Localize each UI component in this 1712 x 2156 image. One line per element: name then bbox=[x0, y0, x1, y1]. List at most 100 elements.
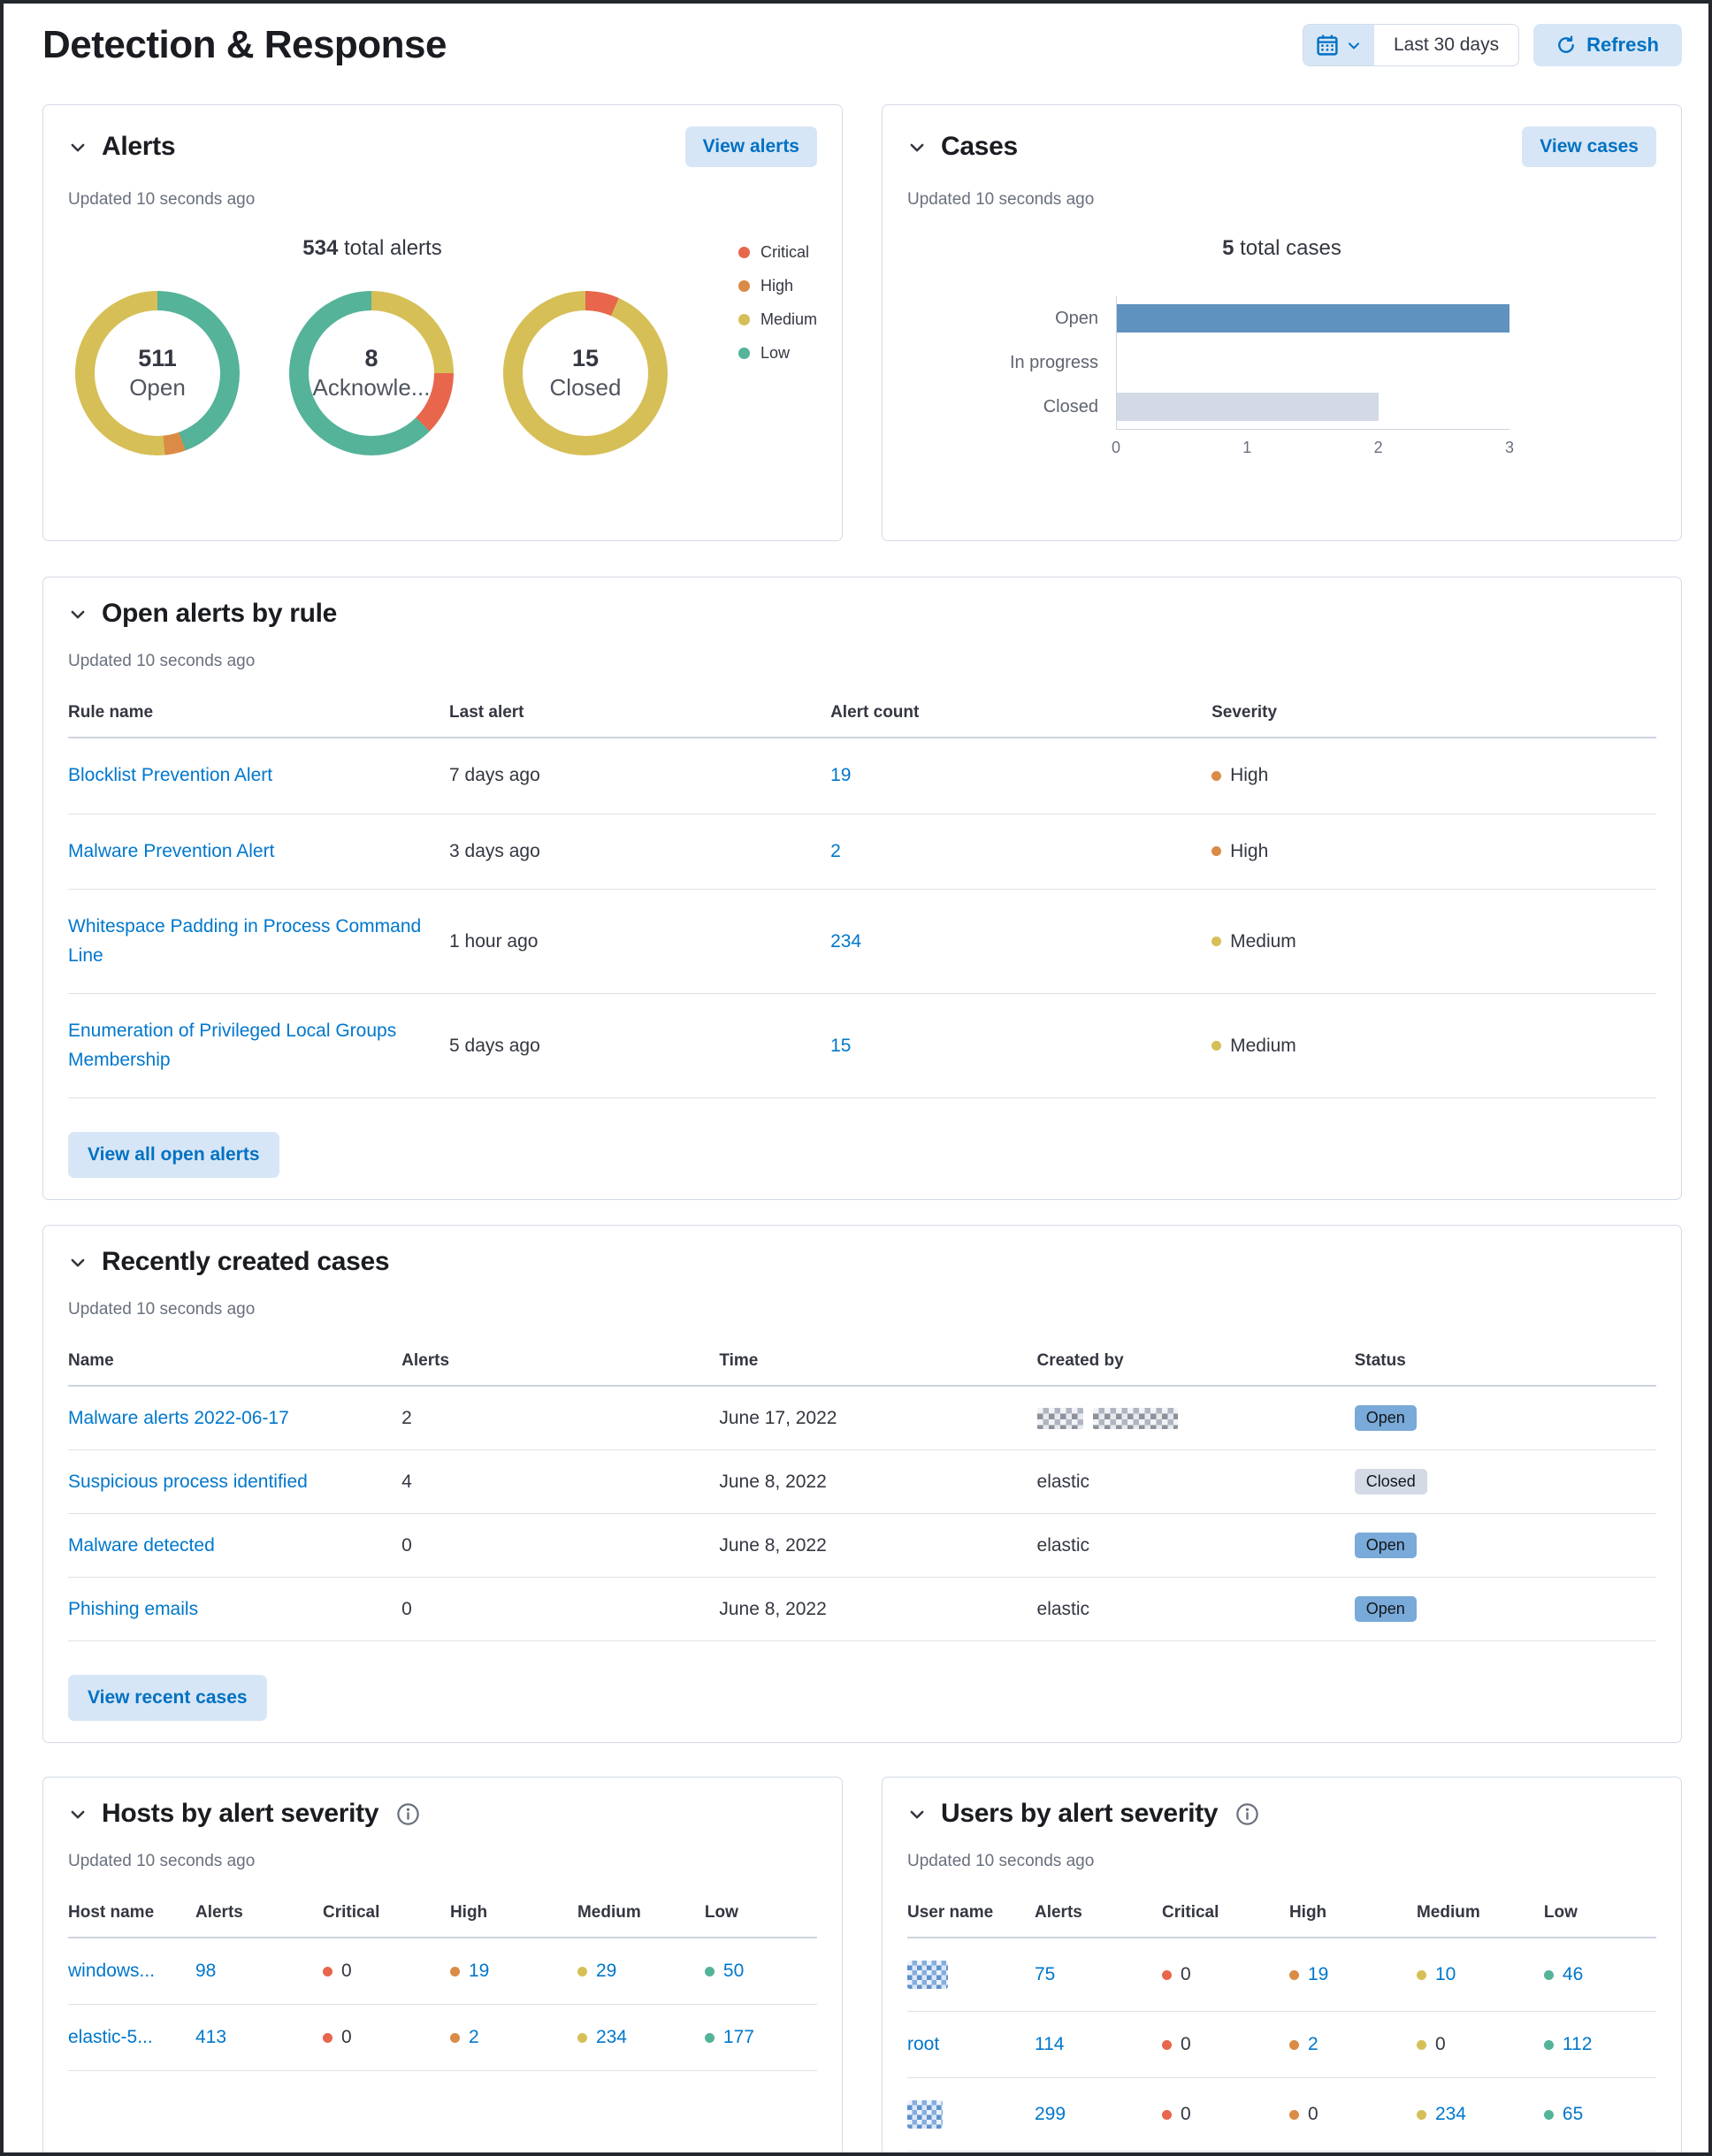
x-tick-0: 0 bbox=[1111, 439, 1121, 456]
medium-dot bbox=[738, 314, 750, 325]
redacted-user-name[interactable] bbox=[907, 2100, 943, 2129]
table-row: Malware alerts 2022-06-17 2 June 17, 202… bbox=[68, 1386, 1656, 1451]
high-dot bbox=[449, 1966, 460, 1976]
col-low: Low bbox=[1543, 1903, 1656, 1939]
legend-item-high: High bbox=[738, 277, 817, 295]
info-icon[interactable] bbox=[1235, 1802, 1259, 1826]
col-time: Time bbox=[719, 1351, 1037, 1388]
x-tick-2: 2 bbox=[1373, 439, 1383, 456]
table-row: Enumeration of Privileged Local Groups M… bbox=[68, 993, 1656, 1099]
date-range-value[interactable]: Last 30 days bbox=[1393, 34, 1500, 55]
case-link[interactable]: Malware detected bbox=[68, 1534, 215, 1556]
host-link[interactable]: windows... bbox=[68, 1961, 156, 1982]
table-row: windows... 98 0 19 29 50 bbox=[68, 1938, 817, 2006]
cases-panel: Cases View cases Updated 10 seconds ago … bbox=[882, 104, 1682, 541]
rule-link[interactable]: Enumeration of Privileged Local Groups M… bbox=[68, 1021, 397, 1070]
donut-open-count: 511 bbox=[138, 345, 177, 371]
status-badge: Open bbox=[1354, 1533, 1417, 1559]
alerts-collapse-chevron-icon[interactable] bbox=[68, 137, 88, 157]
view-recent-cases-button[interactable]: View recent cases bbox=[68, 1675, 267, 1722]
refresh-button[interactable]: Refresh bbox=[1533, 24, 1682, 66]
donut-acknowledged-alerts[interactable]: 8 Acknowle... bbox=[289, 291, 454, 455]
high-dot bbox=[1211, 846, 1222, 857]
created-by-value: elastic bbox=[1036, 1449, 1355, 1515]
x-tick-3: 3 bbox=[1504, 439, 1515, 456]
created-by-value: elastic bbox=[1036, 1513, 1355, 1579]
view-alerts-button[interactable]: View alerts bbox=[684, 126, 817, 167]
rule-link[interactable]: Blocklist Prevention Alert bbox=[68, 765, 273, 785]
case-link[interactable]: Suspicious process identified bbox=[68, 1471, 308, 1492]
high-dot bbox=[1288, 2039, 1299, 2050]
table-row: Whitespace Padding in Process Command Li… bbox=[68, 889, 1656, 995]
recently-created-cases-panel: Recently created cases Updated 10 second… bbox=[42, 1225, 1682, 1744]
medium-dot bbox=[1211, 937, 1222, 947]
critical-dot bbox=[322, 1966, 332, 1976]
donut-closed-count: 15 bbox=[571, 345, 600, 371]
rule-link[interactable]: Whitespace Padding in Process Command Li… bbox=[68, 916, 422, 966]
donut-acknowledged-label: Acknowle... bbox=[312, 374, 431, 401]
alerts-panel: Alerts View alerts Updated 10 seconds ag… bbox=[42, 104, 843, 541]
alert-count-link[interactable]: 15 bbox=[830, 1035, 852, 1056]
alert-count-link[interactable]: 19 bbox=[830, 765, 852, 786]
redacted-created-by bbox=[1036, 1408, 1083, 1429]
alert-count-link[interactable]: 2 bbox=[830, 840, 841, 861]
table-row: Malware detected 0 June 8, 2022 elastic … bbox=[68, 1513, 1656, 1579]
bar-closed[interactable] bbox=[1117, 393, 1379, 421]
recent-cases-updated-text: Updated 10 seconds ago bbox=[68, 1300, 256, 1319]
rule-link[interactable]: Malware Prevention Alert bbox=[68, 840, 275, 861]
page-title: Detection & Response bbox=[42, 23, 447, 66]
x-tick-1: 1 bbox=[1242, 439, 1252, 456]
high-dot bbox=[449, 2032, 460, 2043]
table-row: root 114 0 2 0 112 bbox=[907, 2011, 1656, 2079]
user-link[interactable]: root bbox=[907, 2034, 940, 2055]
view-all-open-alerts-button[interactable]: View all open alerts bbox=[68, 1132, 279, 1179]
view-cases-button[interactable]: View cases bbox=[1522, 126, 1656, 167]
alert-count-link[interactable]: 234 bbox=[830, 930, 862, 952]
col-alert-count: Alert count bbox=[830, 703, 1212, 738]
medium-dot bbox=[1416, 2109, 1426, 2120]
host-link[interactable]: elastic-5... bbox=[68, 2027, 153, 2048]
recent-cases-collapse-chevron-icon[interactable] bbox=[68, 1252, 88, 1272]
recent-cases-table: Name Alerts Time Created by Status Malwa… bbox=[68, 1351, 1656, 1642]
col-name: Name bbox=[68, 1351, 402, 1388]
open-alerts-by-rule-panel: Open alerts by rule Updated 10 seconds a… bbox=[42, 577, 1682, 1201]
cases-updated-text: Updated 10 seconds ago bbox=[907, 190, 1095, 209]
donut-closed-alerts[interactable]: 15 Closed bbox=[503, 291, 668, 455]
legend-item-medium: Medium bbox=[738, 310, 817, 329]
redacted-user-name[interactable] bbox=[907, 1961, 948, 1990]
low-dot bbox=[1543, 1969, 1554, 1980]
cases-panel-title: Cases bbox=[941, 132, 1018, 161]
table-row: Phishing emails 0 June 8, 2022 elastic O… bbox=[68, 1577, 1656, 1642]
users-collapse-chevron-icon[interactable] bbox=[907, 1804, 927, 1823]
refresh-icon bbox=[1556, 35, 1576, 55]
info-icon[interactable] bbox=[396, 1802, 420, 1826]
created-by-value: elastic bbox=[1036, 1577, 1355, 1642]
hosts-collapse-chevron-icon[interactable] bbox=[68, 1804, 88, 1823]
low-dot bbox=[704, 2032, 715, 2043]
low-dot bbox=[1543, 2109, 1554, 2120]
alerts-panel-title: Alerts bbox=[102, 132, 176, 161]
col-last-alert: Last alert bbox=[449, 703, 831, 738]
chevron-down-icon bbox=[1346, 37, 1362, 53]
y-label-in-progress: In progress bbox=[1009, 352, 1098, 372]
date-range-picker[interactable]: Last 30 days bbox=[1302, 24, 1520, 66]
col-high: High bbox=[449, 1903, 577, 1939]
donut-open-alerts[interactable]: 511 Open bbox=[75, 291, 240, 455]
col-severity: Severity bbox=[1211, 703, 1656, 738]
bar-open[interactable] bbox=[1117, 304, 1509, 333]
col-low: Low bbox=[704, 1903, 817, 1939]
cases-collapse-chevron-icon[interactable] bbox=[907, 137, 927, 157]
cases-chart-x-axis: 0 1 2 3 bbox=[1112, 439, 1514, 469]
case-link[interactable]: Phishing emails bbox=[68, 1598, 199, 1619]
y-label-open: Open bbox=[1055, 308, 1098, 328]
open-alerts-collapse-chevron-icon[interactable] bbox=[68, 604, 88, 623]
calendar-menu-button[interactable] bbox=[1303, 25, 1374, 65]
case-link[interactable]: Malware alerts 2022-06-17 bbox=[68, 1407, 289, 1428]
hosts-by-alert-severity-panel: Hosts by alert severity Updated 10 secon… bbox=[42, 1777, 843, 2152]
low-dot bbox=[738, 348, 750, 359]
donut-open-label: Open bbox=[129, 374, 186, 401]
table-row: elastic-5... 413 0 2 234 177 bbox=[68, 2004, 817, 2072]
col-high: High bbox=[1288, 1903, 1417, 1939]
donut-acknowledged-count: 8 bbox=[364, 345, 378, 371]
